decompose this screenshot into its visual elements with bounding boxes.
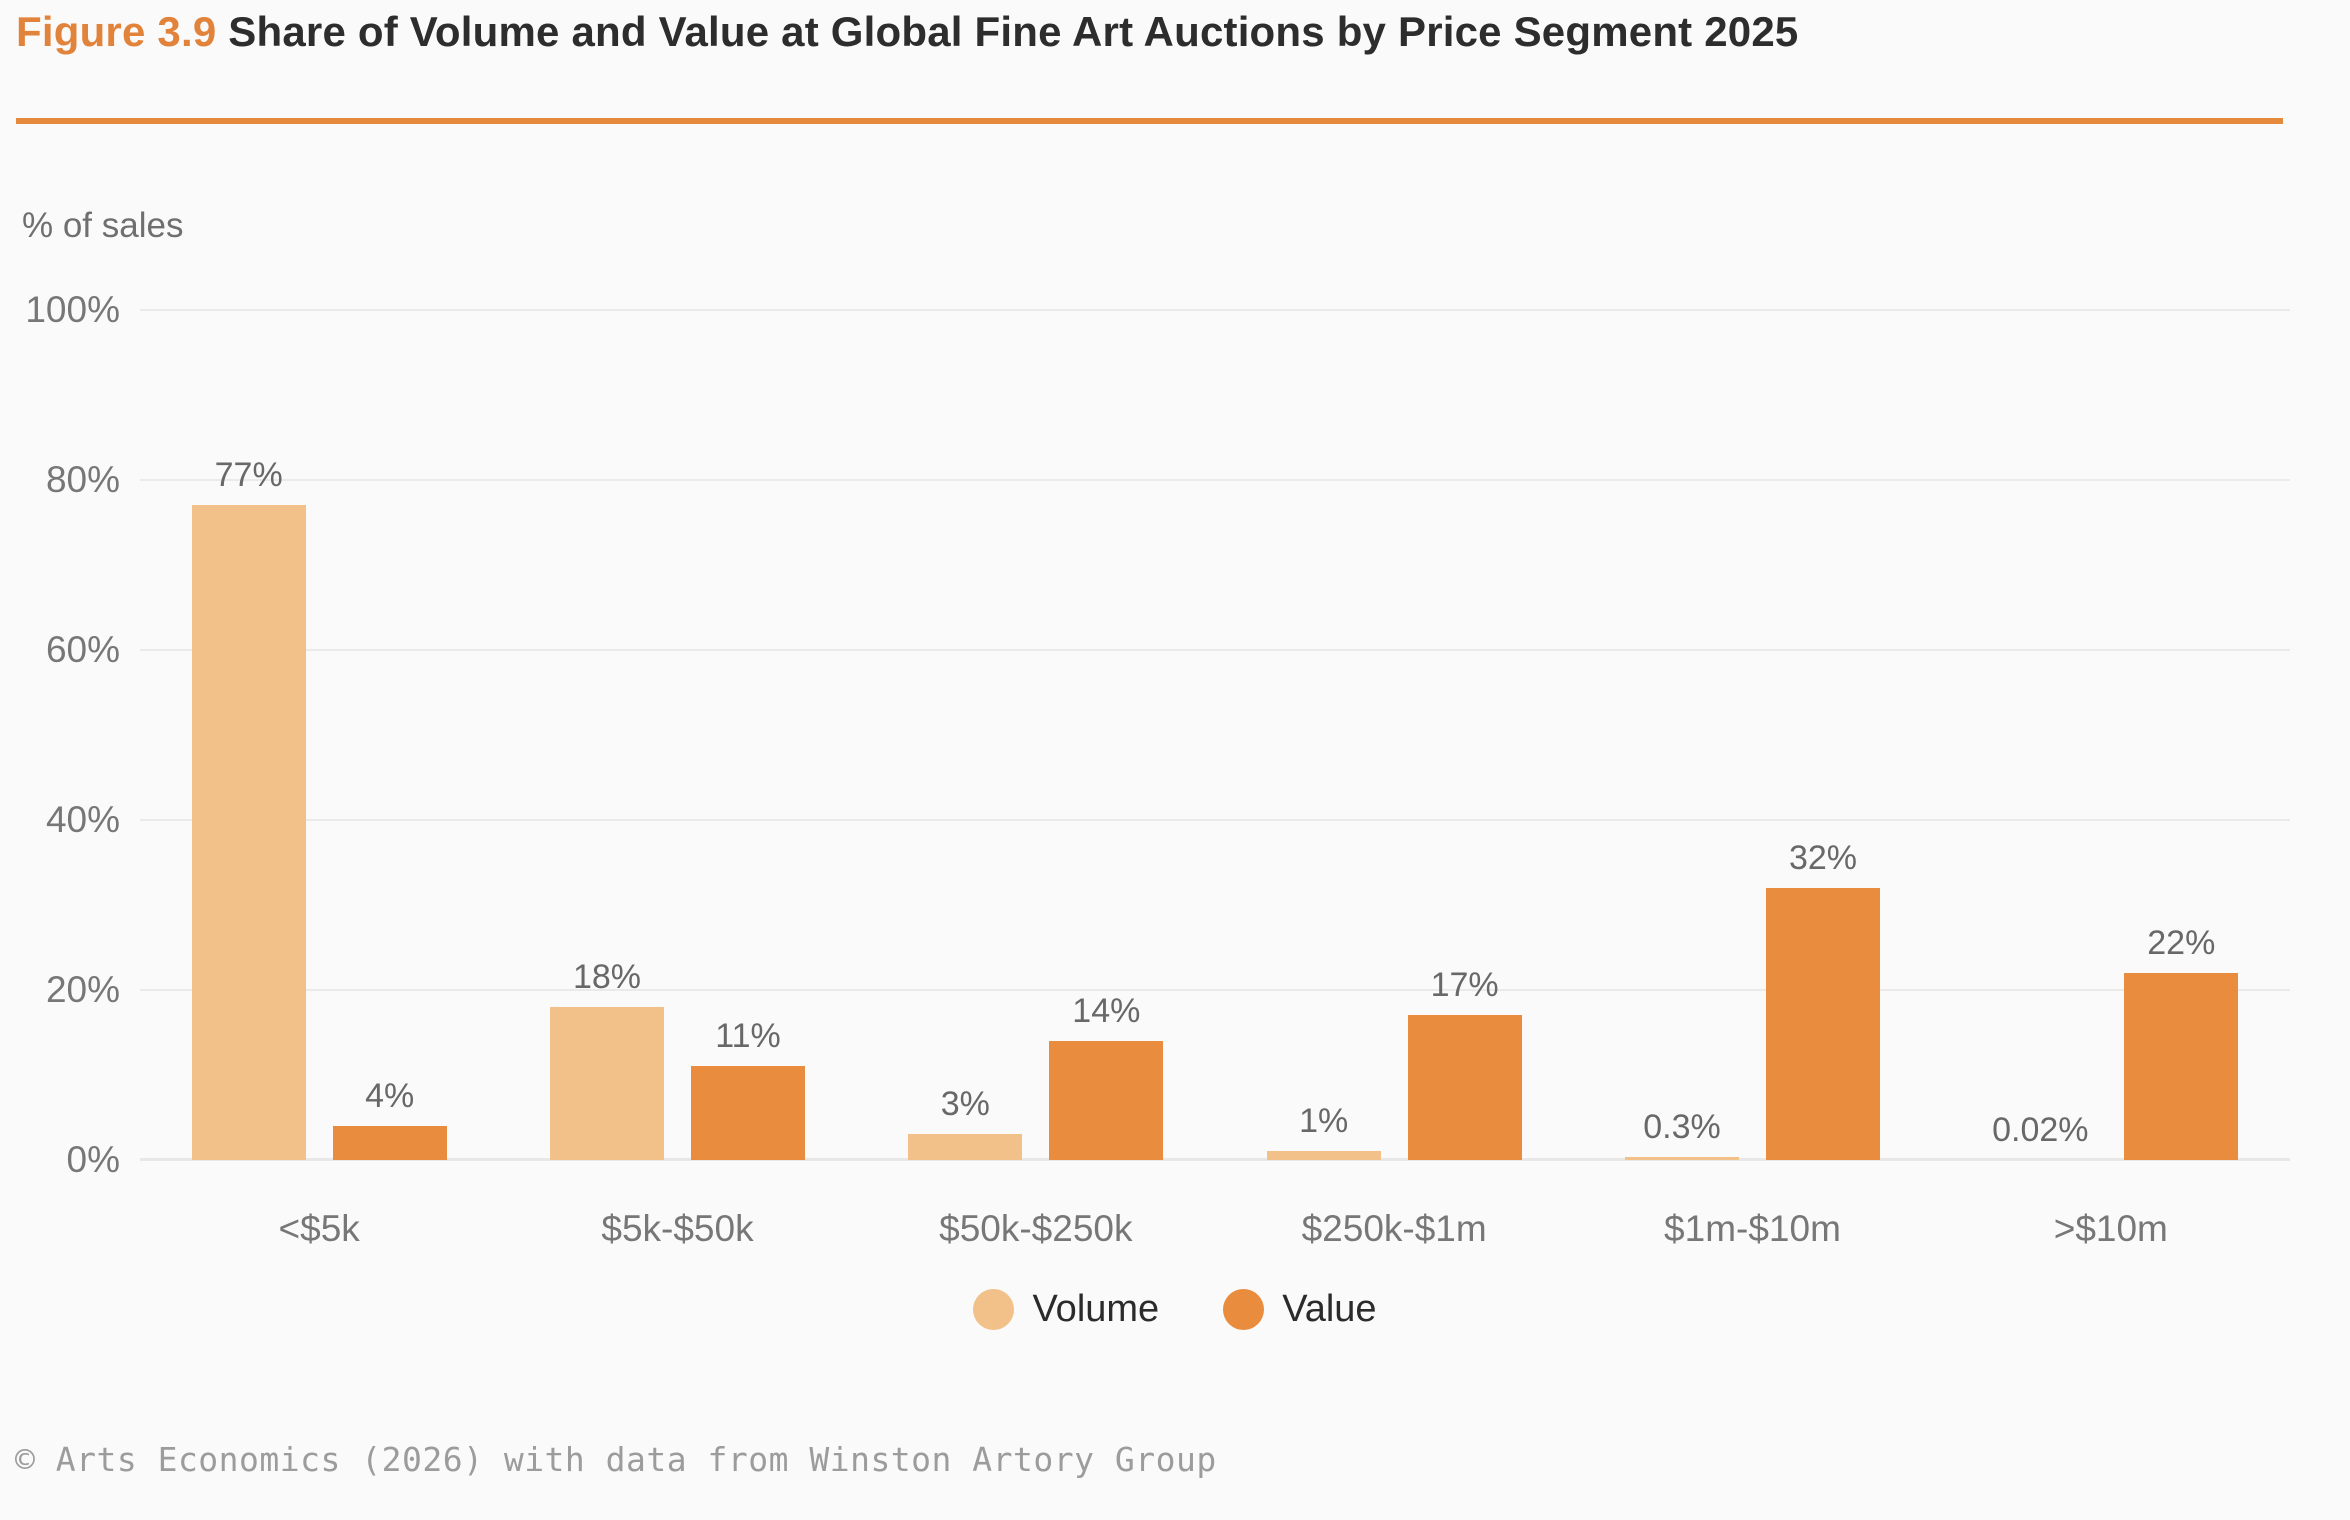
volume-bar-value-label: 0.02% (1992, 1111, 2089, 1149)
value-bar-value-label: 11% (715, 1017, 781, 1055)
gridline (140, 479, 2290, 481)
page-title: Figure 3.9 Share of Volume and Value at … (16, 6, 2276, 59)
value-bar-value-label: 22% (2147, 924, 2216, 962)
bar-group-6: 0.02% 22% (1932, 310, 2290, 1160)
volume-bar-value-label: 3% (940, 1085, 990, 1123)
volume-bar: 77% (191, 458, 306, 1160)
title-divider-rule (16, 118, 2283, 124)
x-tick-label: >$10m (2053, 1208, 2168, 1249)
x-tick-label: $5k-$50k (601, 1208, 754, 1249)
legend-label: Value (1282, 1288, 1377, 1330)
gridline (140, 649, 2290, 651)
x-tick-label: $1m-$10m (1664, 1208, 1841, 1249)
volume-bar: 3% (908, 1087, 1023, 1160)
bar-groups: 77% 4% 18% 11% 3% 14% 1% 17% 0.3% 32% 0.02% 22% (140, 310, 2290, 1160)
volume-bar-value-label: 0.3% (1643, 1108, 1721, 1146)
y-tick-label: 60% (45, 629, 120, 670)
source-credit: © Arts Economics (2026) with data from W… (15, 1440, 1217, 1479)
legend-label: Volume (1032, 1288, 1160, 1330)
x-tick-label: $50k-$250k (939, 1208, 1133, 1249)
y-tick-label: 40% (45, 799, 120, 840)
plot-area: 77% 4% 18% 11% 3% 14% 1% 17% 0.3% 32% 0.02% 22% (140, 309, 2290, 1161)
legend-item-value: Value (1223, 1288, 1377, 1331)
gridline (140, 819, 2290, 821)
value-bar: 17% (1407, 968, 1522, 1160)
y-tick-label: 20% (45, 969, 120, 1010)
bar-group-3: 3% 14% (857, 310, 1215, 1160)
volume-bar-value-label: 18% (572, 958, 642, 996)
volume-bar: 18% (549, 960, 664, 1160)
bar-group-1: 77% 4% (140, 310, 498, 1160)
value-bar-value-label: 14% (1072, 992, 1141, 1030)
value-bar-value-label: 4% (365, 1077, 415, 1115)
x-axis: <$5k $5k-$50k $50k-$250k $250k-$1m $1m-$10m >… (140, 1208, 2290, 1250)
volume-swatch-icon (973, 1289, 1015, 1330)
value-bar: 11% (690, 1019, 805, 1160)
x-tick-label: <$5k (278, 1208, 360, 1249)
y-axis-title: % of sales (22, 206, 184, 245)
value-bar-value-label: 17% (1430, 966, 1499, 1004)
volume-bar-value-label: 77% (214, 456, 283, 494)
gridline (140, 309, 2290, 311)
figure-title-text: Share of Volume and Value at Global Fine… (228, 8, 1799, 55)
value-swatch-icon (1223, 1289, 1265, 1330)
value-bar: 14% (1049, 994, 1164, 1160)
x-axis-baseline (140, 1158, 2290, 1161)
y-axis: 0% 20% 40% 60% 80% 100% (0, 289, 120, 1180)
y-tick-label: 0% (66, 1139, 120, 1180)
figure-number-label: Figure 3.9 (16, 8, 217, 55)
chart-legend: Volume Value (0, 1288, 2350, 1331)
volume-bar: 0.3% (1624, 1110, 1739, 1160)
bar-group-5: 0.3% 32% (1573, 310, 1931, 1160)
bar-group-4: 1% 17% (1215, 310, 1573, 1160)
bar-group-2: 18% 11% (498, 310, 856, 1160)
x-tick-label: $250k-$1m (1301, 1208, 1487, 1249)
volume-bar-value-label: 1% (1299, 1102, 1349, 1140)
gridline (140, 989, 2290, 991)
value-bar: 22% (2124, 926, 2239, 1160)
y-tick-label: 80% (45, 459, 120, 500)
legend-item-volume: Volume (973, 1288, 1159, 1331)
value-bar: 32% (1765, 841, 1880, 1160)
value-bar: 4% (332, 1079, 447, 1160)
value-bar-value-label: 32% (1788, 839, 1857, 877)
y-tick-label: 100% (25, 289, 120, 330)
volume-bar: 1% (1266, 1104, 1381, 1160)
